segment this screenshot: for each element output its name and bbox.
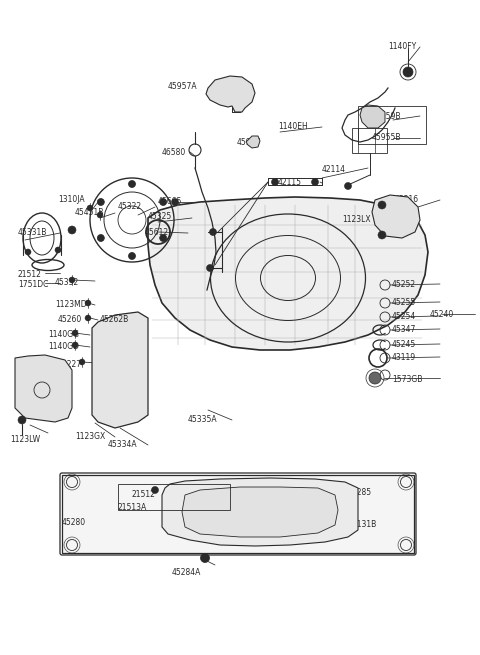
- Text: 45280: 45280: [62, 518, 86, 527]
- Text: 21512: 21512: [132, 490, 156, 499]
- Circle shape: [129, 181, 135, 187]
- Circle shape: [378, 231, 386, 239]
- Polygon shape: [15, 355, 72, 422]
- Text: 45216: 45216: [395, 195, 419, 204]
- Circle shape: [206, 265, 214, 272]
- Circle shape: [18, 416, 26, 424]
- Bar: [358, 106, 426, 144]
- Circle shape: [97, 234, 104, 242]
- Circle shape: [72, 330, 78, 336]
- Text: 45612: 45612: [145, 228, 169, 237]
- Circle shape: [69, 277, 75, 283]
- Circle shape: [160, 198, 167, 206]
- Polygon shape: [182, 487, 338, 537]
- Text: 1310JA: 1310JA: [58, 195, 84, 204]
- Circle shape: [369, 372, 381, 384]
- Text: 45957: 45957: [237, 138, 262, 147]
- Circle shape: [312, 179, 319, 185]
- Circle shape: [97, 212, 103, 218]
- Text: 45335A: 45335A: [188, 415, 217, 424]
- Text: 45325: 45325: [148, 212, 172, 221]
- Text: 46580: 46580: [162, 148, 186, 157]
- Polygon shape: [206, 76, 255, 112]
- Text: 45451B: 45451B: [75, 208, 104, 217]
- Text: 45285: 45285: [348, 488, 372, 497]
- Text: 45252: 45252: [392, 280, 416, 289]
- Text: 45322: 45322: [118, 202, 142, 211]
- Circle shape: [87, 205, 93, 211]
- Polygon shape: [360, 105, 385, 128]
- Circle shape: [85, 315, 91, 321]
- Circle shape: [85, 300, 91, 306]
- Polygon shape: [372, 195, 420, 238]
- Circle shape: [171, 198, 179, 206]
- Circle shape: [129, 252, 135, 259]
- Text: 45240: 45240: [430, 310, 454, 319]
- Text: 1751DC: 1751DC: [18, 280, 48, 289]
- Text: 42115: 42115: [278, 178, 302, 187]
- Circle shape: [152, 487, 158, 493]
- Text: 1123LW: 1123LW: [10, 435, 40, 444]
- Bar: [62, 475, 414, 553]
- Text: 21512: 21512: [18, 270, 42, 279]
- Text: 43131B: 43131B: [348, 520, 377, 529]
- Circle shape: [25, 249, 31, 255]
- Circle shape: [72, 342, 78, 348]
- Text: 1123GX: 1123GX: [75, 432, 105, 441]
- Text: 45955B: 45955B: [372, 133, 401, 142]
- Text: 1573GB: 1573GB: [392, 375, 422, 384]
- Circle shape: [79, 359, 85, 365]
- Text: 1140FY: 1140FY: [388, 42, 416, 51]
- Polygon shape: [148, 197, 428, 350]
- Bar: [118, 484, 230, 510]
- Polygon shape: [162, 478, 358, 546]
- Text: 45334A: 45334A: [108, 440, 138, 449]
- Circle shape: [55, 247, 61, 253]
- Text: 45332: 45332: [55, 278, 79, 287]
- Circle shape: [403, 67, 413, 77]
- Polygon shape: [92, 312, 148, 428]
- Circle shape: [209, 229, 216, 236]
- Text: 45260: 45260: [58, 315, 82, 324]
- Circle shape: [160, 234, 167, 242]
- Text: 1140GD: 1140GD: [48, 342, 79, 351]
- Circle shape: [345, 183, 351, 189]
- Text: 45262B: 45262B: [100, 315, 129, 324]
- Text: 45331B: 45331B: [18, 228, 48, 237]
- Text: 45245: 45245: [392, 340, 416, 349]
- Text: 1123MD: 1123MD: [55, 300, 86, 309]
- Polygon shape: [246, 136, 260, 148]
- Circle shape: [378, 201, 386, 209]
- Text: 45957A: 45957A: [168, 82, 198, 91]
- Text: 1123LX: 1123LX: [342, 215, 371, 224]
- Circle shape: [201, 553, 209, 563]
- Circle shape: [272, 179, 278, 185]
- Circle shape: [68, 226, 76, 234]
- Text: 1140GG: 1140GG: [48, 330, 79, 339]
- Text: 45284A: 45284A: [172, 568, 202, 577]
- Text: 42114: 42114: [322, 165, 346, 174]
- Bar: [352, 128, 387, 153]
- Text: 21513A: 21513A: [118, 503, 147, 512]
- Circle shape: [97, 198, 104, 206]
- Text: 43119: 43119: [392, 353, 416, 362]
- Text: 45959B: 45959B: [372, 112, 401, 121]
- Text: 45254: 45254: [392, 312, 416, 321]
- Text: 45347: 45347: [392, 325, 416, 334]
- Text: 45227: 45227: [58, 360, 82, 369]
- Text: 45217: 45217: [15, 378, 39, 387]
- Text: 45665: 45665: [158, 197, 182, 206]
- Text: 1140EH: 1140EH: [278, 122, 308, 131]
- Text: 45255: 45255: [392, 298, 416, 307]
